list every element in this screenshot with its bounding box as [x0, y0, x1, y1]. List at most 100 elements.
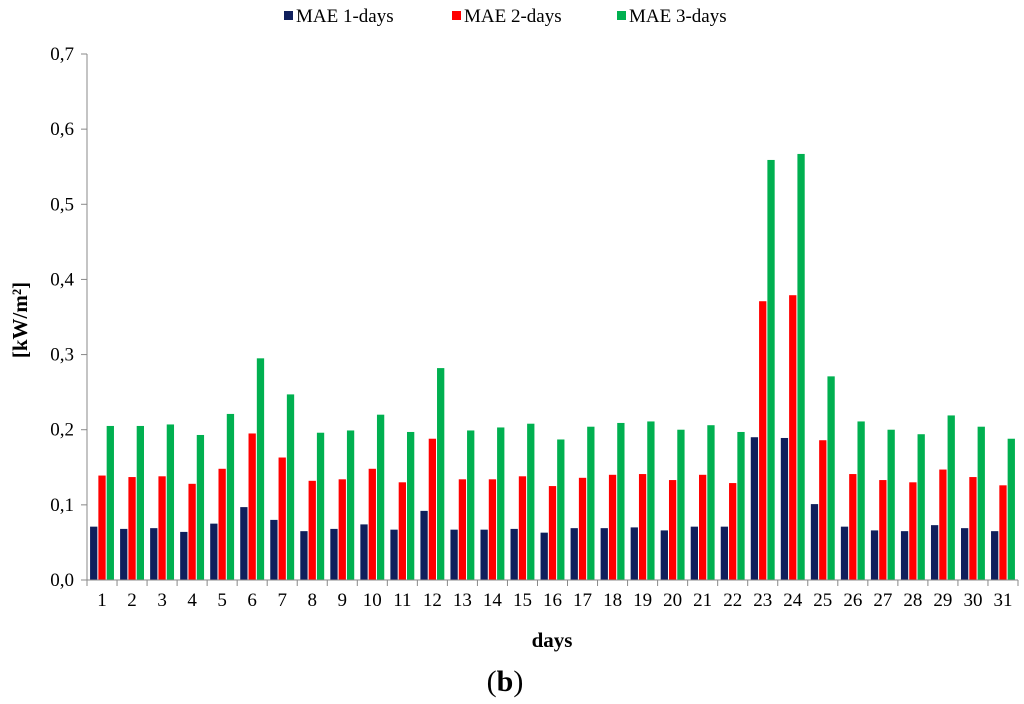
x-tick-label: 6 — [247, 590, 257, 611]
bar-2-day-16 — [548, 486, 557, 580]
bar-2-day-31 — [999, 485, 1007, 580]
bar-2-day-25 — [819, 440, 827, 580]
x-tick-label: 16 — [543, 590, 562, 611]
bar-3-day-21 — [707, 425, 715, 580]
x-axis-title: days — [532, 628, 573, 652]
bar-3-day-16 — [557, 439, 565, 580]
bar-3-day-9 — [346, 430, 355, 580]
bar-1-day-9 — [330, 528, 338, 580]
x-tick-label: 7 — [277, 590, 287, 611]
x-tick-label: 26 — [843, 590, 862, 611]
bar-2-day-18 — [608, 474, 617, 580]
y-tick-label: 0,5 — [50, 194, 74, 215]
bar-2-day-7 — [278, 457, 286, 580]
legend-swatch — [617, 11, 626, 20]
bar-1-day-27 — [870, 530, 879, 580]
bar-3-day-6 — [256, 358, 265, 580]
bar-1-day-23 — [750, 437, 759, 580]
bar-3-day-11 — [406, 431, 415, 580]
bar-2-day-10 — [368, 468, 376, 580]
bar-3-day-5 — [226, 413, 235, 580]
bar-1-day-12 — [420, 510, 428, 580]
bar-2-day-26 — [849, 474, 857, 580]
bar-3-day-1 — [106, 425, 114, 580]
x-tick-label: 19 — [633, 590, 652, 611]
bars — [90, 153, 1015, 581]
x-tick-label: 30 — [963, 590, 982, 611]
y-axis: 0,0 0,1 0,2 0,3 0,4 0,5 0,6 0,7 — [50, 44, 88, 591]
bar-2-day-22 — [729, 483, 737, 580]
bar-1-day-10 — [360, 524, 368, 580]
bar-1-day-3 — [150, 528, 158, 580]
bar-1-day-13 — [450, 529, 458, 580]
caption-letter: b — [497, 665, 514, 698]
x-tick-label: 18 — [603, 590, 622, 611]
bar-2-day-13 — [458, 479, 467, 580]
x-tick-label: 8 — [307, 590, 317, 611]
bar-2-day-2 — [128, 477, 136, 580]
bar-3-day-15 — [527, 423, 535, 580]
bar-3-day-29 — [947, 415, 955, 580]
bar-2-day-11 — [398, 482, 406, 580]
bar-2-day-8 — [308, 480, 316, 580]
bar-3-day-14 — [497, 427, 505, 580]
bar-1-day-7 — [270, 519, 278, 580]
legend-swatch — [284, 11, 293, 20]
bar-1-day-24 — [780, 437, 789, 580]
legend-label: MAE 3-days — [629, 6, 727, 27]
bar-3-day-28 — [917, 434, 925, 580]
bar-1-day-26 — [840, 526, 849, 580]
bar-2-day-27 — [879, 480, 887, 580]
bar-3-day-23 — [767, 159, 775, 581]
bar-1-day-18 — [600, 528, 608, 580]
x-tick-label: 31 — [993, 590, 1012, 611]
bar-3-day-10 — [376, 414, 385, 580]
bar-2-day-3 — [158, 476, 166, 580]
bar-2-day-24 — [789, 295, 797, 580]
bar-3-day-19 — [647, 421, 655, 580]
legend-swatch — [452, 11, 461, 20]
y-tick-label: 0,6 — [50, 119, 74, 140]
y-tick-label: 0,2 — [50, 420, 74, 441]
bar-3-day-4 — [196, 434, 205, 580]
bar-3-day-22 — [737, 431, 745, 580]
x-tick-label: 15 — [513, 590, 532, 611]
bar-3-day-31 — [1007, 438, 1015, 580]
bar-3-day-20 — [677, 429, 685, 580]
bar-1-day-4 — [180, 531, 188, 580]
y-tick-label: 0,0 — [50, 570, 74, 591]
x-tick-label: 24 — [783, 590, 803, 611]
bar-3-day-7 — [286, 394, 295, 580]
bar-1-day-14 — [480, 529, 488, 580]
bar-1-day-2 — [120, 528, 128, 580]
x-tick-label: 9 — [338, 590, 348, 611]
bar-1-day-8 — [300, 531, 308, 580]
bar-2-day-1 — [98, 475, 106, 580]
bar-2-day-4 — [188, 483, 196, 580]
x-tick-label: 3 — [157, 590, 167, 611]
bar-1-day-1 — [90, 526, 98, 580]
bar-2-day-9 — [338, 479, 346, 580]
bar-2-day-20 — [668, 480, 677, 580]
x-tick-label: 14 — [483, 590, 503, 611]
bar-1-day-15 — [510, 528, 518, 580]
bar-3-day-24 — [797, 153, 805, 580]
bar-2-day-12 — [428, 438, 437, 580]
y-tick-label: 0,3 — [50, 345, 74, 366]
bar-1-day-19 — [630, 527, 638, 580]
x-tick-label: 12 — [423, 590, 442, 611]
bar-2-day-23 — [759, 301, 767, 580]
bar-1-day-6 — [240, 507, 248, 580]
x-tick-label: 21 — [693, 590, 712, 611]
x-tick-label: 28 — [903, 590, 922, 611]
x-axis: 1 2 3 4 5 6 7 8 9 10 11 12 13 14 15 16 17 18 19 20 21 22 23 24 2… — [86, 579, 1019, 611]
bar-1-day-28 — [900, 531, 909, 580]
x-tick-label: 23 — [753, 590, 772, 611]
x-tick-label: 27 — [873, 590, 892, 611]
x-tick-label: 20 — [663, 590, 682, 611]
caption-close: ) — [513, 665, 523, 698]
bar-1-day-17 — [570, 528, 578, 580]
x-tick-label: 1 — [97, 590, 107, 611]
bar-3-day-3 — [166, 424, 175, 580]
bar-2-day-17 — [578, 477, 587, 580]
